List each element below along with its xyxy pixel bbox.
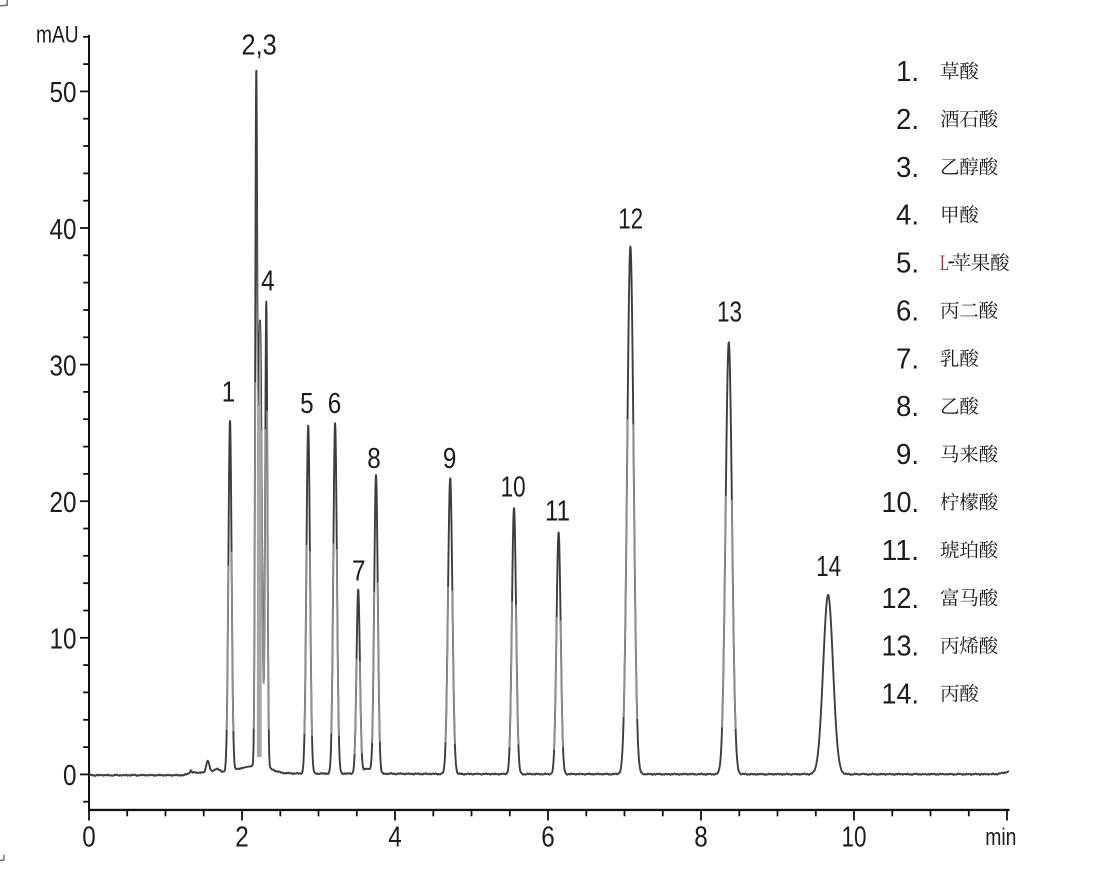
svg-text:6: 6: [541, 822, 555, 854]
svg-text:2,3: 2,3: [242, 30, 277, 62]
svg-text:9: 9: [443, 443, 457, 475]
svg-text:40: 40: [50, 214, 77, 246]
svg-text:0: 0: [82, 822, 96, 854]
svg-text:2.: 2.: [896, 104, 919, 136]
svg-text:3.: 3.: [896, 152, 919, 184]
svg-text:10.: 10.: [882, 487, 920, 519]
svg-text:min: min: [985, 825, 1016, 851]
svg-text:L: L: [940, 250, 949, 275]
svg-text:5: 5: [300, 388, 314, 420]
svg-text:2: 2: [235, 822, 249, 854]
svg-text:4: 4: [261, 266, 275, 298]
svg-text:14: 14: [816, 551, 841, 583]
svg-text:4: 4: [388, 822, 402, 854]
svg-text:8: 8: [694, 822, 708, 854]
svg-text:20: 20: [50, 487, 77, 519]
svg-text:13: 13: [717, 296, 742, 328]
svg-text:12: 12: [618, 204, 643, 236]
svg-text:13.: 13.: [882, 631, 920, 663]
svg-text:8: 8: [367, 443, 381, 475]
svg-text:5.: 5.: [896, 248, 919, 280]
svg-text:50: 50: [50, 77, 77, 109]
svg-text:0: 0: [63, 760, 77, 792]
svg-text:6: 6: [328, 388, 342, 420]
svg-text:12.: 12.: [882, 583, 920, 615]
svg-text:10: 10: [501, 472, 526, 504]
svg-text:9.: 9.: [896, 439, 919, 471]
svg-text:6.: 6.: [896, 296, 919, 328]
svg-text:10: 10: [50, 624, 77, 656]
svg-text:7: 7: [352, 556, 366, 588]
svg-text:11.: 11.: [882, 535, 920, 567]
svg-text:8.: 8.: [896, 391, 919, 423]
svg-text:1: 1: [222, 377, 236, 409]
svg-text:10: 10: [842, 822, 867, 854]
svg-text:11: 11: [545, 496, 570, 528]
svg-text:14.: 14.: [882, 679, 920, 711]
svg-text:4.: 4.: [896, 200, 919, 232]
svg-text:7.: 7.: [896, 343, 919, 375]
svg-text:1.: 1.: [896, 56, 919, 88]
svg-text:mAU: mAU: [36, 22, 79, 48]
svg-text:30: 30: [50, 350, 77, 382]
